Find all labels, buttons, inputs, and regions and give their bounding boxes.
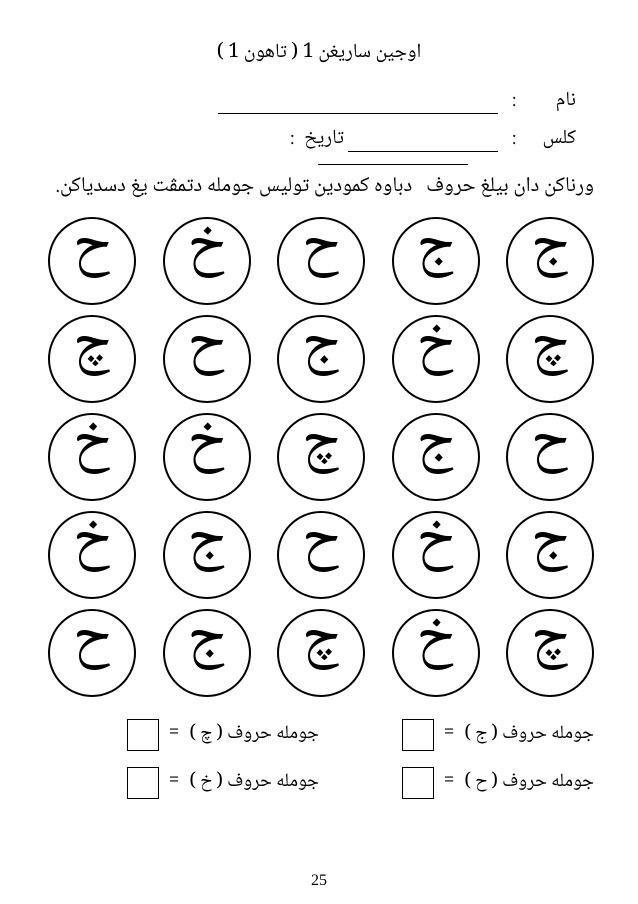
- letter-glyph: خ: [187, 219, 225, 279]
- equals-sign: =: [169, 719, 180, 751]
- totals-section: جومله حروف ( ج ) = جومله حروف ( چ ) = جو…: [44, 719, 594, 799]
- letter-glyph: ح: [302, 513, 340, 573]
- answer-box[interactable]: [127, 767, 159, 799]
- letter-glyph: چ: [73, 317, 111, 377]
- letter-glyph: خ: [187, 415, 225, 475]
- name-blank[interactable]: [218, 113, 498, 114]
- letter-circle[interactable]: ح: [48, 217, 136, 305]
- letter-circle[interactable]: خ: [48, 413, 136, 501]
- colon: :: [502, 122, 526, 156]
- letter-circle[interactable]: ح: [163, 315, 251, 403]
- name-line: نام :: [38, 84, 600, 118]
- letter-circle[interactable]: خ: [48, 511, 136, 599]
- total-label-kha: جومله حروف ( خ ): [189, 767, 319, 799]
- letter-circle[interactable]: چ: [48, 315, 136, 403]
- letter-circle[interactable]: چ: [277, 413, 365, 501]
- letter-glyph: ح: [302, 219, 340, 279]
- letter-glyph: چ: [302, 415, 340, 475]
- letter-circle[interactable]: خ: [392, 511, 480, 599]
- colon: :: [280, 122, 304, 156]
- letter-glyph: ح: [187, 317, 225, 377]
- answer-box[interactable]: [402, 719, 434, 751]
- totals-cell: جومله حروف ( خ ) =: [44, 767, 319, 799]
- letter-circle[interactable]: ج: [506, 511, 594, 599]
- colon: :: [502, 84, 526, 118]
- letter-glyph: ج: [531, 513, 569, 573]
- letter-glyph: ج: [416, 415, 454, 475]
- equals-sign: =: [169, 767, 180, 799]
- letter-glyph: ج: [531, 219, 569, 279]
- name-label: نام: [526, 84, 576, 118]
- total-label-ha: جومله حروف ( ح ): [464, 767, 594, 799]
- class-label: كلس: [526, 122, 576, 156]
- letter-glyph: ج: [302, 317, 340, 377]
- total-label-ca: جومله حروف ( چ ): [189, 719, 319, 751]
- title-underline: [318, 164, 468, 165]
- letter-circle[interactable]: ج: [163, 511, 251, 599]
- letter-glyph: چ: [302, 611, 340, 671]
- letter-glyph: چ: [531, 317, 569, 377]
- letter-circle[interactable]: ج: [392, 413, 480, 501]
- date-label: تاريخ: [304, 122, 344, 156]
- letter-circle[interactable]: خ: [392, 609, 480, 697]
- letter-circle[interactable]: ج: [163, 609, 251, 697]
- letter-glyph: ح: [73, 611, 111, 671]
- letter-circle[interactable]: چ: [277, 609, 365, 697]
- letter-glyph: ح: [531, 415, 569, 475]
- letter-glyph: ج: [187, 611, 225, 671]
- totals-cell: جومله حروف ( ج ) =: [319, 719, 594, 751]
- letter-circle[interactable]: ج: [277, 315, 365, 403]
- letter-circle[interactable]: خ: [163, 413, 251, 501]
- letter-circle[interactable]: خ: [392, 315, 480, 403]
- answer-box[interactable]: [127, 719, 159, 751]
- totals-cell: جومله حروف ( ح ) =: [319, 767, 594, 799]
- totals-row: جومله حروف ( ج ) = جومله حروف ( چ ) =: [44, 719, 594, 751]
- letter-circle[interactable]: ح: [48, 609, 136, 697]
- letter-glyph: خ: [416, 317, 454, 377]
- letter-glyph: ح: [73, 219, 111, 279]
- letter-circle[interactable]: چ: [506, 315, 594, 403]
- letter-circle[interactable]: ح: [277, 217, 365, 305]
- letter-circle[interactable]: چ: [506, 609, 594, 697]
- letter-glyph: خ: [73, 415, 111, 475]
- letter-circle[interactable]: ج: [392, 217, 480, 305]
- letter-grid: ججحخحچخجحچحجچخخجخحجخچخچجح: [44, 217, 594, 701]
- class-line: كلس : تاريخ :: [38, 122, 600, 156]
- equals-sign: =: [444, 767, 455, 799]
- letter-glyph: ج: [416, 219, 454, 279]
- letter-circle[interactable]: ج: [506, 217, 594, 305]
- letter-glyph: ج: [187, 513, 225, 573]
- letter-glyph: خ: [73, 513, 111, 573]
- letter-circle[interactable]: ح: [277, 511, 365, 599]
- letter-glyph: خ: [416, 611, 454, 671]
- totals-cell: جومله حروف ( چ ) =: [44, 719, 319, 751]
- totals-row: جومله حروف ( ح ) = جومله حروف ( خ ) =: [44, 767, 594, 799]
- class-blank[interactable]: [348, 151, 498, 152]
- letter-glyph: چ: [531, 611, 569, 671]
- total-label-jim: جومله حروف ( ج ): [464, 719, 594, 751]
- answer-box[interactable]: [402, 767, 434, 799]
- equals-sign: =: [444, 719, 455, 751]
- worksheet-page: اوجين ساريغن 1 ( تاهون 1 ) نام : كلس : ت…: [0, 0, 638, 904]
- letter-circle[interactable]: ح: [506, 413, 594, 501]
- page-title: اوجين ساريغن 1 ( تاهون 1 ): [38, 36, 600, 70]
- page-number: 25: [0, 872, 638, 890]
- letter-glyph: خ: [416, 513, 454, 573]
- letter-circle[interactable]: خ: [163, 217, 251, 305]
